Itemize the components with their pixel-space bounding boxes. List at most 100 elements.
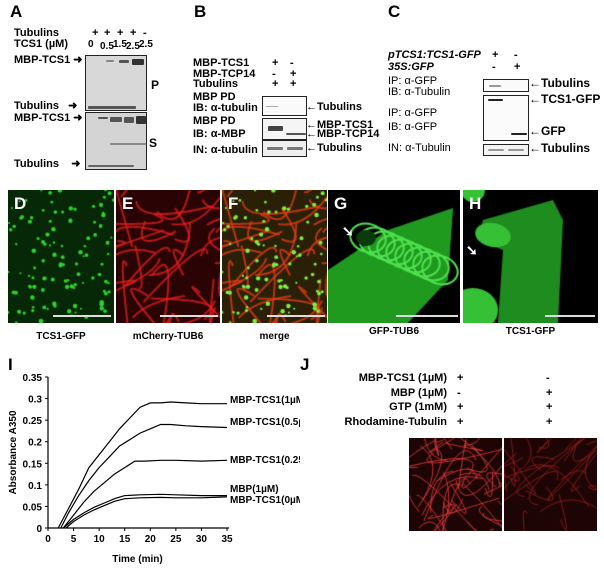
caption-e: mCherry-TUB6 — [132, 331, 204, 342]
chart-i-absorbance: 0 5 10 15 20 25 30 35 0 0.05 0.1 0.15 0.2 0.25 0.3 0.35… — [8, 373, 300, 565]
image-d-tcs1-gfp: D — [8, 190, 114, 323]
x-tick-label: 10 — [94, 534, 106, 545]
x-tick-label: 0 — [45, 534, 51, 545]
j-condition-sign: + — [546, 401, 553, 413]
a-tubulin-sign: - — [143, 27, 147, 39]
blot-c-ip-tubulin — [483, 79, 529, 92]
c-blot-label: IB: α-GFP — [388, 121, 438, 133]
panel-label-a: A — [10, 2, 23, 21]
label-text: TCS1-GFP — [541, 92, 601, 106]
panel-label-j: J — [300, 355, 310, 374]
x-tick-label: 20 — [145, 534, 157, 545]
j-condition-sign: + — [457, 415, 464, 428]
y-axis-label: Absorbance A350 — [8, 410, 19, 495]
b-blot-label: MBP PD — [193, 91, 236, 103]
b-condition-label: Tubulins — [193, 78, 239, 90]
label-text: Tubulins — [317, 142, 363, 154]
j-condition-sign: + — [546, 415, 553, 428]
c-blot-label: IB: α-Tubulin — [388, 86, 451, 98]
scale-bar — [53, 315, 111, 317]
scale-bar — [396, 315, 458, 317]
c-condition-label: pTCS1:TCS1-GFP — [388, 49, 481, 61]
c-right-label: ←Tubulins — [529, 141, 591, 155]
label-text: MBP-TCS1 — [317, 119, 374, 131]
j-condition-sign: + — [546, 386, 553, 399]
a-tubulin-sign: + — [104, 27, 111, 39]
blot-a-supernatant — [85, 112, 147, 170]
c-condition-label: 35S:GFP — [388, 61, 434, 73]
j-condition-label: GTP (1mM) — [389, 401, 447, 413]
panel-label-b: B — [194, 2, 207, 21]
b-condition-label: MBP-TCS1 — [193, 57, 250, 69]
j-condition-label: Rhodamine-Tubulin — [344, 415, 447, 428]
b-right-label: ←MBP-TCS1 — [306, 119, 374, 131]
series-label: MBP-TCS1(1µM) — [230, 395, 300, 406]
b-condition-sign: + — [290, 67, 297, 80]
b-condition-sign: - — [290, 57, 294, 69]
blot-b-input — [262, 140, 307, 157]
y-tick-label: 0.15 — [23, 459, 43, 470]
b-blot-label: IB: α-MBP — [193, 128, 246, 140]
blot-b-pd-tubulin — [262, 96, 307, 116]
label-text: MBP-TCP14 — [317, 128, 380, 140]
image-g-gfp-tub6: G ➘ — [328, 190, 460, 323]
a-conc-value: 2.5 — [139, 39, 153, 50]
scale-bar — [160, 315, 218, 317]
series-label: MBP(1µM) — [230, 484, 279, 495]
series-line — [62, 493, 227, 529]
y-tick-label: 0.05 — [23, 502, 43, 513]
b-right-label: ←Tubulins — [306, 101, 363, 113]
blot-c-input — [483, 144, 529, 156]
c-condition-sign: - — [492, 61, 496, 73]
c-right-label: ←Tubulins — [529, 76, 591, 90]
a-conc-value: 0.5 — [100, 41, 114, 52]
panel-label-c: C — [388, 2, 401, 21]
label-text: Tubulins — [317, 101, 363, 113]
label-text: Tubulins — [14, 158, 60, 170]
series-line — [57, 401, 227, 529]
a-label-mbp-tcs1-s: MBP-TCS1 ➜ — [14, 112, 83, 124]
c-condition-sign: + — [492, 49, 499, 61]
b-condition-sign: + — [290, 78, 297, 90]
blot-b-pd-mbp — [262, 118, 307, 140]
panel-label-i: I — [8, 355, 13, 374]
y-tick-label: 0.3 — [28, 395, 42, 406]
b-blot-label: IN: α-tubulin — [193, 144, 258, 156]
image-panel-letter: H — [469, 194, 482, 213]
a-tubulins-label: Tubulins — [14, 27, 60, 39]
j-condition-sign: + — [457, 372, 464, 384]
b-blot-label: IB: α-tubulin — [193, 102, 258, 114]
c-condition-sign: - — [514, 49, 518, 61]
c-right-label: ←GFP — [529, 124, 566, 138]
x-tick-label: 25 — [170, 534, 182, 545]
x-tick-label: 35 — [221, 534, 233, 545]
image-panel-letter: F — [228, 194, 239, 213]
y-tick-label: 0.2 — [28, 438, 42, 449]
c-blot-label: IN: α-Tubulin — [388, 142, 451, 154]
b-blot-label: MBP PD — [193, 115, 236, 127]
label-text: GFP — [541, 124, 566, 138]
a-tcs1-label: TCS1 (µM) — [14, 38, 69, 50]
j-condition-sign: - — [457, 386, 461, 399]
arrow-icon: ➘ — [342, 223, 354, 239]
blot-a-pellet — [85, 55, 147, 111]
caption-d: TCS1-GFP — [36, 331, 86, 342]
b-right-label: ←MBP-TCP14 — [306, 128, 380, 140]
b-condition-sign: - — [272, 67, 276, 80]
caption-h: TCS1-GFP — [505, 326, 556, 337]
a-s-label: S — [149, 136, 158, 150]
a-label-mbp-tcs1-p: MBP-TCS1 ➜ — [14, 54, 83, 66]
image-panel-letter: E — [122, 194, 134, 213]
j-condition-label: MBP (1µM) — [390, 386, 447, 399]
y-tick-label: 0.1 — [28, 481, 42, 492]
image-panel-letter: D — [14, 194, 27, 213]
j-condition-label: MBP-TCS1 (1µM) — [358, 372, 447, 384]
series-line — [62, 459, 228, 529]
j-condition-sign: - — [546, 372, 550, 384]
a-tubulin-sign: + — [130, 27, 137, 39]
arrow-icon: ➘ — [466, 242, 478, 258]
y-tick-label: 0.25 — [23, 416, 43, 427]
blot-c-ip-gfp — [483, 95, 529, 141]
caption-f: merge — [259, 331, 290, 342]
image-j-mbp — [504, 438, 597, 531]
